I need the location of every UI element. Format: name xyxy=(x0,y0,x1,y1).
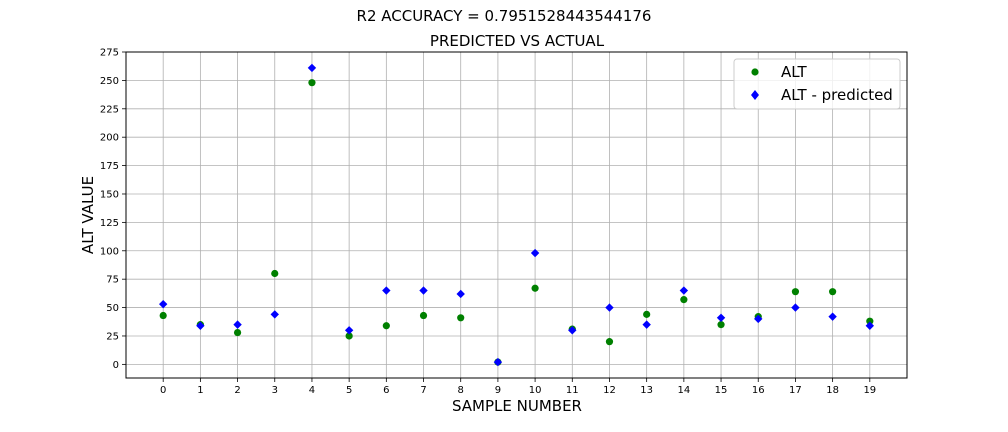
alt-point xyxy=(829,288,837,296)
alt-point xyxy=(382,322,390,330)
axis-ticks: 0 1 2 3 4 5 6 7 8 9 10 11 12 13 14 15 16 17 18 190255075100… xyxy=(100,48,876,397)
legend-marker-alt-predicted xyxy=(751,90,759,100)
alt-predicted-point xyxy=(679,286,689,295)
x-tick-label: 14 xyxy=(677,385,690,396)
x-tick-label: 1 xyxy=(197,385,203,396)
alt-predicted-point xyxy=(344,326,354,335)
x-tick-label: 6 xyxy=(383,385,389,396)
alt-predicted-point xyxy=(493,357,503,367)
alt-point xyxy=(419,311,428,320)
legend-label-alt-predicted: ALT - predicted xyxy=(781,86,893,104)
x-tick-label: 0 xyxy=(160,385,166,396)
legend: ALT ALT - predicted xyxy=(733,58,901,110)
alt-predicted-point xyxy=(307,63,317,73)
x-tick-label: 9 xyxy=(495,385,501,396)
alt-predicted-point xyxy=(642,320,651,329)
alt-point xyxy=(457,314,465,322)
legend-marker-alt xyxy=(751,68,759,76)
alt-predicted-point xyxy=(530,248,540,258)
y-axis-label: ALT VALUE xyxy=(79,176,97,254)
alt-point xyxy=(605,338,614,346)
y-tick-label: 225 xyxy=(100,104,119,115)
alt-predicted-point xyxy=(158,299,168,309)
x-tick-label: 12 xyxy=(603,385,616,396)
y-tick-label: 0 xyxy=(113,360,119,371)
alt-predicted-point xyxy=(605,303,614,312)
x-tick-label: 3 xyxy=(272,385,278,396)
x-tick-label: 5 xyxy=(346,385,352,396)
x-tick-label: 15 xyxy=(715,385,728,396)
x-tick-label: 4 xyxy=(309,385,315,396)
x-tick-label: 18 xyxy=(826,385,839,396)
alt-predicted-point xyxy=(716,313,726,322)
x-tick-label: 8 xyxy=(458,385,464,396)
alt-point xyxy=(233,328,242,337)
alt-point xyxy=(308,79,316,87)
x-tick-label: 19 xyxy=(863,385,876,396)
legend-label-alt: ALT xyxy=(781,63,808,81)
alt-predicted-point xyxy=(791,303,800,312)
y-tick-label: 125 xyxy=(100,218,119,229)
alt-point xyxy=(791,288,800,296)
legend-box xyxy=(733,58,901,110)
alt-predicted-point xyxy=(828,312,837,321)
alt-predicted-point xyxy=(754,314,763,324)
alt-point xyxy=(159,311,167,320)
alt-point xyxy=(680,296,688,304)
y-tick-label: 25 xyxy=(106,331,119,342)
x-tick-label: 17 xyxy=(789,385,802,396)
alt-predicted-point xyxy=(382,286,391,295)
y-tick-label: 175 xyxy=(100,161,119,172)
y-tick-label: 200 xyxy=(100,133,119,144)
x-tick-label: 10 xyxy=(529,385,542,396)
alt-predicted-point xyxy=(568,326,577,335)
chart-suptitle: R2 ACCURACY = 0.7951528443544176 xyxy=(357,7,652,25)
y-tick-label: 100 xyxy=(100,246,119,257)
alt-predicted-point xyxy=(419,286,428,295)
y-tick-label: 275 xyxy=(100,48,119,59)
alt-predicted-point xyxy=(196,321,205,330)
alt-predicted-point xyxy=(233,320,242,329)
data-points xyxy=(158,63,875,367)
plot-frame xyxy=(125,51,908,379)
alt-point xyxy=(345,332,353,340)
x-tick-label: 16 xyxy=(752,385,765,396)
x-tick-label: 7 xyxy=(420,385,426,396)
x-axis-label: SAMPLE NUMBER xyxy=(452,397,582,415)
x-tick-label: 2 xyxy=(234,385,240,396)
alt-point xyxy=(271,269,279,278)
alt-predicted-point xyxy=(865,321,875,330)
alt-predicted-point xyxy=(270,310,279,319)
y-tick-label: 50 xyxy=(106,303,119,314)
x-tick-label: 13 xyxy=(640,385,653,396)
y-tick-label: 150 xyxy=(100,189,119,200)
alt-point xyxy=(531,284,539,292)
x-tick-label: 11 xyxy=(566,385,579,396)
alt-predicted-point xyxy=(456,289,465,299)
y-tick-label: 250 xyxy=(100,76,119,87)
alt-point xyxy=(866,317,874,325)
alt-point xyxy=(717,321,725,329)
alt-point xyxy=(643,310,651,318)
y-tick-label: 75 xyxy=(106,275,119,286)
chart-title: PREDICTED VS ACTUAL xyxy=(430,32,605,50)
